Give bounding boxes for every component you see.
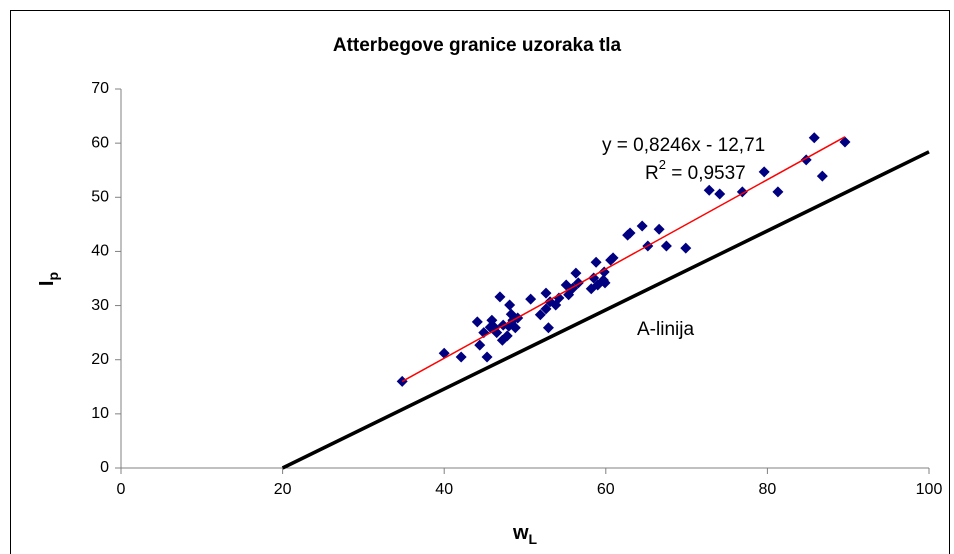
y-tick-label: 60 xyxy=(91,134,109,151)
data-point xyxy=(540,303,552,315)
data-point xyxy=(570,267,582,279)
x-axis-label-main: w xyxy=(512,522,529,544)
r-squared: R2 = 0,9537 xyxy=(645,157,746,184)
a-line xyxy=(281,150,930,470)
y-tick-label: 40 xyxy=(91,243,109,260)
y-tick-label: 30 xyxy=(91,297,109,314)
x-tick-label: 100 xyxy=(916,481,943,498)
x-tick-label: 0 xyxy=(117,481,126,498)
x-tick-label: 60 xyxy=(597,481,615,498)
y-tick-label: 50 xyxy=(91,189,109,206)
data-point xyxy=(542,322,554,334)
data-point xyxy=(607,252,619,264)
data-point xyxy=(758,166,770,178)
y-axis-label-main: I xyxy=(36,281,58,287)
x-axis-label: wL xyxy=(512,522,538,546)
data-point xyxy=(598,266,610,278)
x-axis-label-sub: L xyxy=(529,531,538,547)
y-axis-label-sub: p xyxy=(45,272,61,281)
x-tick-label: 40 xyxy=(435,481,453,498)
data-point xyxy=(501,330,513,342)
y-tick-label: 20 xyxy=(91,351,109,368)
y-tick-label: 0 xyxy=(100,459,109,476)
data-point xyxy=(534,309,546,321)
y-tick-label: 10 xyxy=(91,405,109,422)
data-point xyxy=(599,277,611,289)
y-tick-label: 70 xyxy=(91,80,109,97)
data-point xyxy=(509,322,521,334)
data-point xyxy=(624,227,636,239)
data-point xyxy=(636,220,648,232)
data-point xyxy=(525,293,537,305)
data-point xyxy=(481,351,493,363)
data-point xyxy=(839,136,851,148)
data-point xyxy=(714,188,726,200)
x-tick-label: 80 xyxy=(759,481,777,498)
data-point xyxy=(680,242,692,254)
data-point xyxy=(474,339,486,351)
trendline-equation: y = 0,8246x - 12,71 xyxy=(602,135,765,156)
r-squared-rest: = 0,9537 xyxy=(666,163,746,184)
data-point xyxy=(653,223,665,235)
r-squared-sup: 2 xyxy=(659,157,666,172)
chart-title: Atterbegove granice uzoraka tla xyxy=(333,35,622,56)
a-line-label: A-linija xyxy=(637,319,694,340)
data-point xyxy=(540,287,552,299)
r-squared-main: R xyxy=(645,163,659,184)
data-point xyxy=(553,292,565,304)
x-tick-label: 20 xyxy=(274,481,292,498)
data-point xyxy=(816,170,828,182)
data-point xyxy=(808,132,820,144)
data-point xyxy=(590,256,602,268)
data-point xyxy=(772,186,784,198)
data-point xyxy=(660,240,672,252)
chart-frame xyxy=(10,10,950,554)
data-point xyxy=(471,316,483,328)
y-axis-label: Ip xyxy=(36,272,60,286)
data-point xyxy=(703,184,715,196)
data-point xyxy=(494,291,506,303)
data-point xyxy=(504,299,516,311)
data-point xyxy=(455,351,467,363)
trendline xyxy=(401,136,846,383)
data-point xyxy=(588,272,600,284)
